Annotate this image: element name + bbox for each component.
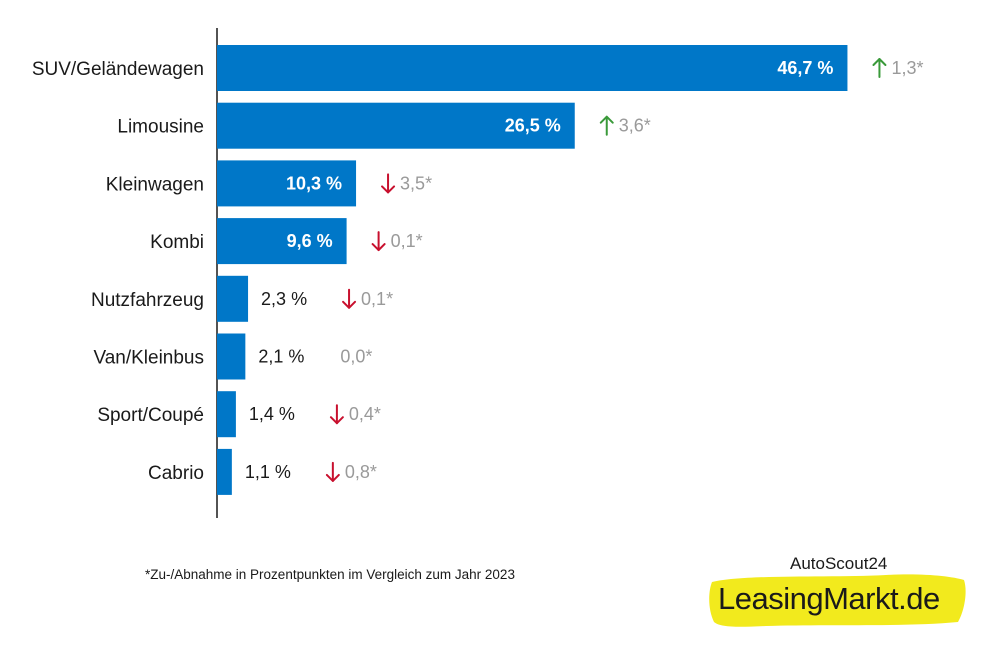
down-arrow-icon — [325, 461, 340, 482]
change-label: 0,0* — [340, 347, 372, 367]
category-label: Kleinwagen — [106, 174, 204, 195]
bar — [217, 275, 249, 322]
change-label: 0,1* — [391, 231, 423, 251]
bars-group: SUV/Geländewagen 46,7 % 1,3* Limousine 26,5 … — [32, 45, 923, 495]
bar — [217, 218, 347, 265]
down-arrow-icon — [371, 231, 386, 252]
category-label: Limousine — [117, 117, 204, 138]
change-label: 3,6* — [619, 116, 651, 136]
change-label: 0,8* — [345, 462, 377, 482]
brand-parent-name: AutoScout24 — [790, 554, 888, 573]
bar — [217, 448, 232, 495]
category-label: Kombi — [150, 232, 204, 253]
value-label: 9,6 % — [287, 231, 333, 251]
change-label: 1,3* — [891, 58, 923, 78]
value-label: 2,3 % — [261, 289, 307, 309]
category-label: Van/Kleinbus — [93, 348, 204, 369]
category-label: Sport/Coupé — [97, 405, 204, 426]
value-label: 10,3 % — [286, 173, 342, 193]
bar — [217, 160, 357, 207]
brand-name: LeasingMarkt.de — [718, 581, 940, 616]
value-label: 1,4 % — [249, 404, 295, 424]
change-label: 3,5* — [400, 173, 432, 193]
bar — [217, 333, 246, 380]
change-label: 0,1* — [361, 289, 393, 309]
category-label: Cabrio — [148, 463, 204, 484]
category-label: SUV/Geländewagen — [32, 59, 204, 80]
value-label: 2,1 % — [258, 347, 304, 367]
category-label: Nutzfahrzeug — [91, 290, 204, 311]
bar — [217, 102, 575, 149]
brand-logo: AutoScout24 LeasingMarkt.de — [700, 548, 980, 638]
value-label: 1,1 % — [245, 462, 291, 482]
brand-highlight — [709, 574, 966, 627]
down-arrow-icon — [329, 404, 344, 425]
value-label: 46,7 % — [777, 58, 833, 78]
change-label: 0,4* — [349, 404, 381, 424]
bar-chart: SUV/Geländewagen 46,7 % 1,3* Limousine 26,5 … — [32, 28, 923, 518]
up-arrow-icon — [599, 115, 614, 136]
footnote: *Zu-/Abnahme in Prozentpunkten im Vergle… — [145, 567, 515, 582]
bar — [217, 391, 236, 438]
bar — [217, 45, 848, 91]
up-arrow-icon — [872, 58, 887, 78]
down-arrow-icon — [342, 288, 357, 309]
value-label: 26,5 % — [505, 116, 561, 136]
down-arrow-icon — [381, 173, 396, 194]
